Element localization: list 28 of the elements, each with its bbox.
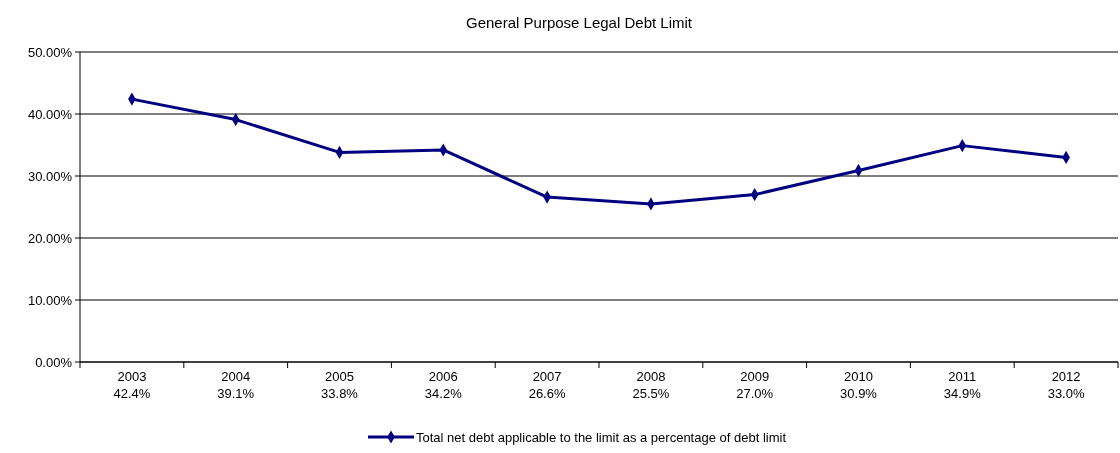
data-label: 34.2%	[424, 386, 463, 401]
data-label: 25.5%	[632, 386, 670, 401]
y-tick-label: 50.00%	[27, 44, 73, 60]
data-label: 34.9%	[943, 386, 982, 401]
x-tick-label: 2006	[428, 369, 458, 384]
y-tick-label: 40.00%	[27, 106, 73, 122]
data-label: 26.6%	[528, 386, 566, 401]
y-tick-label: 10.00%	[27, 292, 73, 308]
y-tick-label: 20.00%	[27, 230, 73, 246]
x-tick-label: 2008	[636, 369, 666, 384]
x-tick-label: 2004	[221, 369, 251, 384]
x-tick-label: 2003	[117, 369, 147, 384]
x-tick-label: 2010	[844, 369, 873, 384]
legend-label: Total net debt applicable to the limit as a percentage of debt limit	[416, 430, 787, 445]
x-tick-label: 2005	[325, 369, 354, 384]
y-tick-label: 30.00%	[27, 168, 73, 184]
data-label: 33.0%	[1047, 386, 1085, 401]
x-tick-label: 2009	[740, 369, 770, 384]
data-label: 39.1%	[217, 386, 255, 401]
data-label: 30.9%	[840, 386, 878, 401]
data-label: 27.0%	[736, 386, 774, 401]
data-label: 42.4%	[113, 386, 151, 401]
x-tick-label: 2011	[948, 369, 977, 384]
y-tick-label: 0.00%	[35, 354, 73, 370]
x-tick-label: 2007	[532, 369, 562, 384]
chart-title: General Purpose Legal Debt Limit	[466, 14, 693, 31]
data-label: 33.8%	[321, 386, 359, 401]
x-tick-label: 2012	[1051, 369, 1081, 384]
